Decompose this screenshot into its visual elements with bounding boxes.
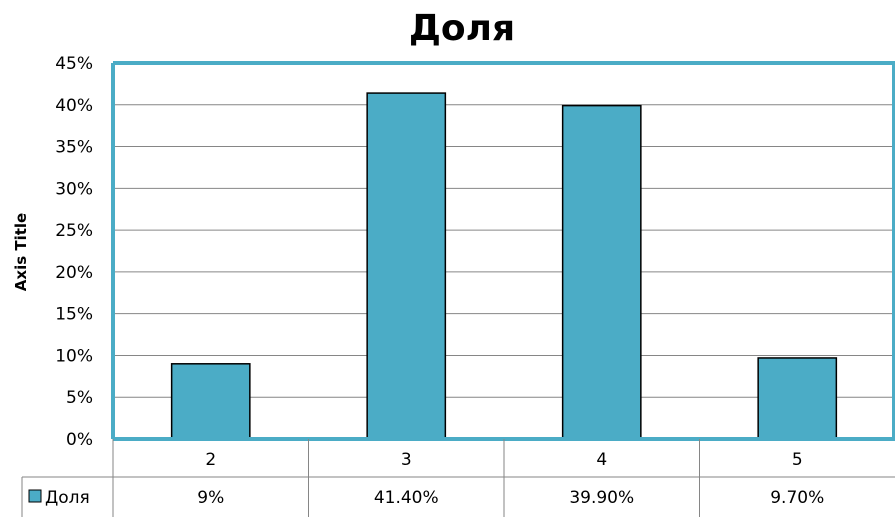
y-tick-label: 15% (55, 305, 93, 325)
y-tick-label: 45% (55, 54, 93, 74)
y-tick-label: 20% (55, 263, 93, 283)
table-value-label: 9% (197, 488, 224, 508)
x-category-label: 2 (205, 450, 216, 470)
y-tick-label: 25% (55, 221, 93, 241)
x-category-label: 4 (596, 450, 607, 470)
y-tick-label: 5% (66, 388, 93, 408)
y-tick-label: 0% (66, 430, 93, 450)
table-value-label: 41.40% (374, 488, 439, 508)
y-tick-labels: 0% 5% 10% 15% 20% 25% 30% 35% 40% 45% (55, 54, 93, 450)
y-tick-label: 10% (55, 346, 93, 366)
bar (366, 92, 447, 440)
bar (757, 357, 838, 440)
gridlines (113, 104, 895, 398)
chart-title: Доля (409, 8, 515, 49)
x-category-label: 5 (792, 450, 803, 470)
data-table: 2 3 4 5 Доля 9% 41.40% 39.90% 9.70% (21, 439, 895, 517)
bars (170, 92, 838, 440)
y-tick-label: 30% (55, 179, 93, 199)
legend-series-name: Доля (45, 488, 90, 508)
x-category-label: 3 (401, 450, 412, 470)
y-tick-label: 40% (55, 96, 93, 116)
bar (170, 363, 251, 440)
y-axis-title: Axis Title (12, 213, 30, 291)
y-tick-label: 35% (55, 138, 93, 158)
legend-key (28, 489, 42, 503)
table-value-label: 39.90% (569, 488, 634, 508)
table-value-label: 9.70% (770, 488, 824, 508)
bar (561, 104, 642, 440)
